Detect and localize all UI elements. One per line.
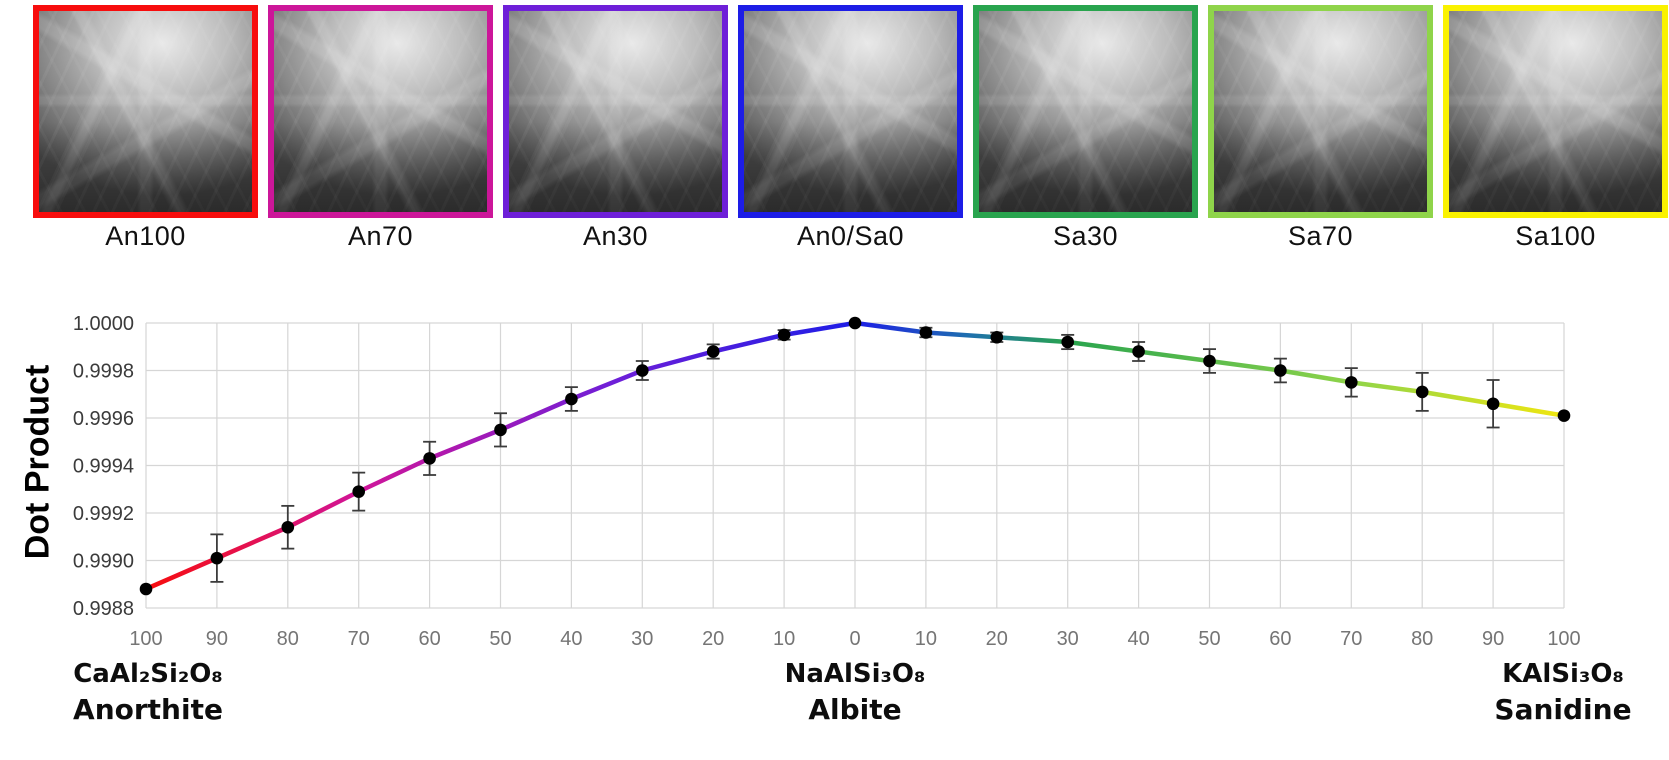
- dot-product-chart: 1.0000 0.9998 0.9996 0.9994 0.9992 0.9990 0.99…: [73, 313, 1581, 650]
- svg-text:80: 80: [277, 628, 299, 650]
- svg-text:50: 50: [1198, 628, 1220, 650]
- pattern-label: Sa70: [1287, 221, 1354, 251]
- svg-text:20: 20: [702, 628, 724, 650]
- kikuchi-pattern-image: [503, 5, 728, 218]
- svg-text:100: 100: [1547, 628, 1580, 650]
- sanidine-name: Sanidine: [1494, 693, 1632, 726]
- svg-text:40: 40: [1127, 628, 1149, 650]
- albite-formula: NaAlSi₃O₈: [784, 659, 926, 689]
- pattern-tile: An70: [268, 5, 493, 251]
- x-endpoint-anorthite: CaAl₂Si₂O₈ Anorthite: [73, 658, 223, 728]
- svg-text:70: 70: [348, 628, 370, 650]
- x-tick-labels: 100 90 80 70 60 50 40 30 20 10 0 10 20 30 40 50 60 70 80 90…: [129, 628, 1580, 650]
- pattern-row: An100 An70 An30 An0/Sa0 Sa30 Sa70 Sa100: [33, 5, 1668, 251]
- pattern-label: Sa100: [1515, 221, 1596, 251]
- svg-text:10: 10: [773, 628, 795, 650]
- svg-text:0: 0: [849, 628, 860, 650]
- x-endpoint-sanidine: KAlSi₃O₈ Sanidine: [1494, 658, 1631, 728]
- kikuchi-pattern-image: [1443, 5, 1668, 218]
- svg-text:60: 60: [418, 628, 440, 650]
- y-tick-labels: 1.0000 0.9998 0.9996 0.9994 0.9992 0.9990 0.99…: [73, 313, 134, 620]
- svg-text:70: 70: [1340, 628, 1362, 650]
- svg-text:1.0000: 1.0000: [73, 313, 134, 335]
- pattern-label: An70: [347, 221, 414, 251]
- gridlines: [145, 322, 1565, 609]
- pattern-label: An100: [105, 221, 186, 251]
- svg-text:30: 30: [631, 628, 653, 650]
- svg-text:0.9990: 0.9990: [73, 551, 134, 573]
- x-endpoint-albite: NaAlSi₃O₈ Albite: [785, 658, 926, 728]
- albite-name: Albite: [808, 693, 902, 726]
- kikuchi-pattern-image: [268, 5, 493, 218]
- anorthite-name: Anorthite: [73, 693, 223, 726]
- kikuchi-pattern-image: [1208, 5, 1433, 218]
- svg-text:0.9996: 0.9996: [73, 408, 134, 430]
- pattern-tile: An30: [503, 5, 728, 251]
- svg-text:60: 60: [1269, 628, 1291, 650]
- svg-text:10: 10: [915, 628, 937, 650]
- svg-text:40: 40: [560, 628, 582, 650]
- svg-text:80: 80: [1411, 628, 1433, 650]
- pattern-label: An30: [582, 221, 649, 251]
- pattern-tile: An100: [33, 5, 258, 251]
- svg-text:90: 90: [206, 628, 228, 650]
- data-markers: [139, 316, 1571, 596]
- kikuchi-pattern-image: [973, 5, 1198, 218]
- sanidine-formula: KAlSi₃O₈: [1502, 659, 1624, 689]
- svg-text:0.9988: 0.9988: [73, 598, 134, 620]
- pattern-tile: Sa30: [973, 5, 1198, 251]
- anorthite-formula: CaAl₂Si₂O₈: [73, 659, 223, 689]
- svg-text:0.9994: 0.9994: [73, 456, 134, 478]
- svg-text:0.9998: 0.9998: [73, 361, 134, 383]
- pattern-label: An0/Sa0: [796, 221, 905, 251]
- pattern-label: Sa30: [1052, 221, 1119, 251]
- pattern-tile: Sa100: [1443, 5, 1668, 251]
- svg-text:100: 100: [129, 628, 162, 650]
- svg-text:90: 90: [1482, 628, 1504, 650]
- svg-text:20: 20: [986, 628, 1008, 650]
- svg-text:50: 50: [489, 628, 511, 650]
- pattern-tile: An0/Sa0: [738, 5, 963, 251]
- svg-text:30: 30: [1057, 628, 1079, 650]
- kikuchi-pattern-image: [738, 5, 963, 218]
- kikuchi-pattern-image: [33, 5, 258, 218]
- svg-text:0.9992: 0.9992: [73, 503, 134, 525]
- pattern-tile: Sa70: [1208, 5, 1433, 251]
